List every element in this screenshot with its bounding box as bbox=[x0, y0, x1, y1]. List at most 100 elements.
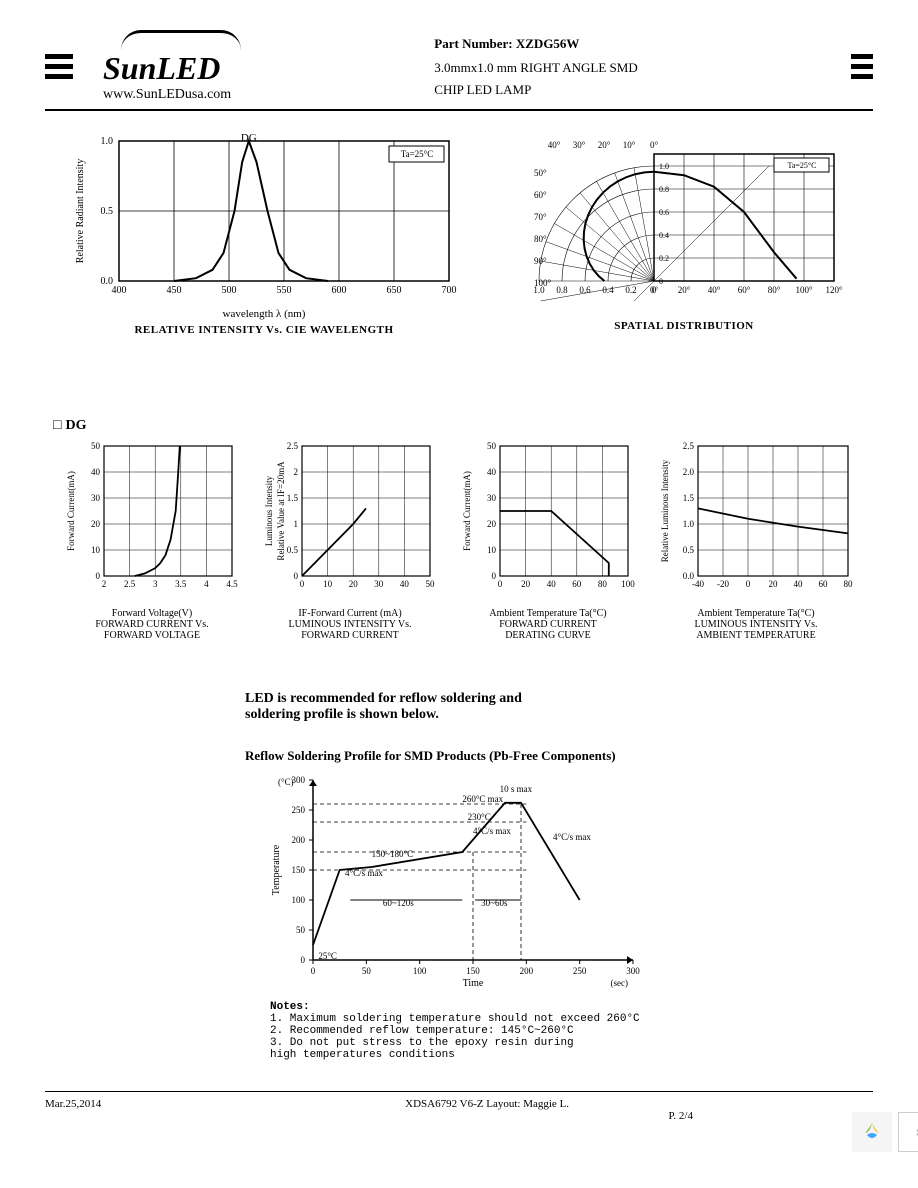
svg-text:0: 0 bbox=[300, 579, 305, 589]
svg-text:400: 400 bbox=[112, 285, 127, 296]
svg-text:20: 20 bbox=[769, 579, 779, 589]
svg-text:600: 600 bbox=[332, 285, 347, 296]
footer: Mar.25,2014 XDSA6792 V6-Z Layout: Maggie… bbox=[45, 1091, 873, 1110]
part-desc2: CHIP LED LAMP bbox=[434, 82, 637, 98]
svg-text:20°: 20° bbox=[598, 140, 611, 150]
svg-text:500: 500 bbox=[222, 285, 237, 296]
svg-text:40: 40 bbox=[91, 467, 101, 477]
chart4-xlabel: IF-Forward Current (mA) bbox=[260, 608, 440, 619]
reflow-intro: LED is recommended for reflow soldering … bbox=[245, 691, 873, 723]
chart5-t2: DERATING CURVE bbox=[458, 630, 638, 641]
chart-lum-temp: -40-200204060800.00.51.01.52.02.5Relativ… bbox=[656, 440, 856, 641]
svg-text:Relative Value at IF=20mA: Relative Value at IF=20mA bbox=[276, 461, 286, 561]
svg-text:200: 200 bbox=[292, 835, 306, 845]
note-1: 1. Maximum soldering temperature should … bbox=[270, 1013, 873, 1025]
svg-text:50: 50 bbox=[487, 441, 497, 451]
svg-text:0.4: 0.4 bbox=[602, 285, 614, 295]
svg-text:4°C/s max: 4°C/s max bbox=[473, 826, 511, 836]
svg-text:10: 10 bbox=[91, 545, 101, 555]
svg-text:200: 200 bbox=[520, 966, 534, 976]
chart6-t1: LUMINOUS INTENSITY Vs. bbox=[656, 619, 856, 630]
svg-text:Ta=25°C: Ta=25°C bbox=[788, 161, 817, 170]
notes-heading: Notes: bbox=[270, 1001, 873, 1013]
top-charts-row: 4004505005506006507000.00.51.0DGTa=25°CR… bbox=[45, 131, 873, 336]
svg-text:40: 40 bbox=[794, 579, 804, 589]
chart-iv: 22.533.544.501020304050Forward Current(m… bbox=[62, 440, 242, 641]
svg-text:50: 50 bbox=[296, 925, 306, 935]
svg-text:80: 80 bbox=[598, 579, 608, 589]
svg-text:20: 20 bbox=[349, 579, 359, 589]
svg-text:50: 50 bbox=[91, 441, 101, 451]
chart2-title: SPATIAL DISTRIBUTION bbox=[519, 320, 849, 332]
svg-text:0.5: 0.5 bbox=[287, 545, 299, 555]
part-info: Part Number: XZDG56W 3.0mmx1.0 mm RIGHT … bbox=[434, 36, 637, 98]
svg-text:40: 40 bbox=[547, 579, 557, 589]
svg-text:1.0: 1.0 bbox=[659, 162, 669, 171]
svg-text:120°: 120° bbox=[825, 285, 843, 295]
svg-text:1: 1 bbox=[294, 519, 299, 529]
svg-text:10: 10 bbox=[487, 545, 497, 555]
menu-icon[interactable] bbox=[45, 54, 73, 79]
svg-text:0: 0 bbox=[294, 571, 299, 581]
dg-section: □ DG bbox=[53, 416, 873, 434]
note-3b: high temperatures conditions bbox=[270, 1049, 873, 1061]
footer-page: P. 2/4 bbox=[45, 1110, 693, 1122]
svg-text:0°: 0° bbox=[650, 285, 659, 295]
reflow-notes: Notes: 1. Maximum soldering temperature … bbox=[270, 1001, 873, 1061]
chart3-xlabel: Forward Voltage(V) bbox=[62, 608, 242, 619]
vendor-logo-icon[interactable] bbox=[852, 1112, 892, 1152]
menu-icon-right[interactable] bbox=[851, 54, 873, 79]
svg-text:20: 20 bbox=[521, 579, 531, 589]
svg-text:40°: 40° bbox=[548, 140, 561, 150]
svg-text:Relative Luminous Intensity: Relative Luminous Intensity bbox=[660, 459, 670, 562]
svg-text:30: 30 bbox=[91, 493, 101, 503]
chart5-t1: FORWARD CURRENT bbox=[458, 619, 638, 630]
svg-text:80°: 80° bbox=[768, 285, 781, 295]
svg-text:0.5: 0.5 bbox=[101, 206, 114, 217]
svg-text:150: 150 bbox=[466, 966, 480, 976]
svg-text:-20: -20 bbox=[717, 579, 729, 589]
svg-text:100°: 100° bbox=[795, 285, 813, 295]
svg-text:2.0: 2.0 bbox=[683, 467, 695, 477]
note-3: 3. Do not put stress to the epoxy resin … bbox=[270, 1037, 873, 1049]
chart1-title: RELATIVE INTENSITY Vs. CIE WAVELENGTH bbox=[69, 324, 459, 336]
svg-text:30: 30 bbox=[487, 493, 497, 503]
next-page-button[interactable]: › bbox=[898, 1112, 918, 1152]
footer-date: Mar.25,2014 bbox=[45, 1098, 101, 1110]
svg-text:0.8: 0.8 bbox=[659, 185, 669, 194]
svg-text:3: 3 bbox=[153, 579, 158, 589]
svg-text:0: 0 bbox=[96, 571, 101, 581]
svg-text:50°: 50° bbox=[534, 168, 547, 178]
svg-text:0.8: 0.8 bbox=[556, 285, 568, 295]
svg-text:Time: Time bbox=[463, 978, 484, 989]
svg-text:0: 0 bbox=[311, 966, 316, 976]
svg-text:150: 150 bbox=[292, 865, 306, 875]
svg-text:1.5: 1.5 bbox=[287, 493, 299, 503]
svg-text:80: 80 bbox=[844, 579, 854, 589]
svg-text:Forward Current(mA): Forward Current(mA) bbox=[66, 471, 76, 551]
svg-text:4°C/s max: 4°C/s max bbox=[345, 868, 383, 878]
svg-text:80°: 80° bbox=[534, 234, 547, 244]
svg-text:700: 700 bbox=[442, 285, 457, 296]
svg-text:Luminous Intensity: Luminous Intensity bbox=[264, 475, 274, 546]
svg-text:40: 40 bbox=[400, 579, 410, 589]
svg-text:0.6: 0.6 bbox=[659, 208, 669, 217]
svg-text:60: 60 bbox=[819, 579, 829, 589]
svg-text:1.5: 1.5 bbox=[683, 493, 695, 503]
svg-text:20°: 20° bbox=[678, 285, 691, 295]
svg-text:0.0: 0.0 bbox=[683, 571, 695, 581]
chart5-xlabel: Ambient Temperature Ta(°C) bbox=[458, 608, 638, 619]
svg-text:40: 40 bbox=[487, 467, 497, 477]
svg-text:0.6: 0.6 bbox=[579, 285, 591, 295]
svg-text:150~180°C: 150~180°C bbox=[372, 849, 413, 859]
svg-text:2: 2 bbox=[102, 579, 107, 589]
chart-derating: 02040608010001020304050Forward Current(m… bbox=[458, 440, 638, 641]
reflow-chart: 05010015020025030005010015020025030025°C… bbox=[265, 770, 873, 995]
svg-text:650: 650 bbox=[387, 285, 402, 296]
svg-text:2: 2 bbox=[294, 467, 299, 477]
chart-spatial-distribution: 40°30°20°10°0°50°60°70°80°90°100°1.00.80… bbox=[519, 131, 849, 336]
svg-text:60: 60 bbox=[572, 579, 582, 589]
svg-text:0.5: 0.5 bbox=[683, 545, 695, 555]
svg-text:250: 250 bbox=[573, 966, 587, 976]
chart6-xlabel: Ambient Temperature Ta(°C) bbox=[656, 608, 856, 619]
